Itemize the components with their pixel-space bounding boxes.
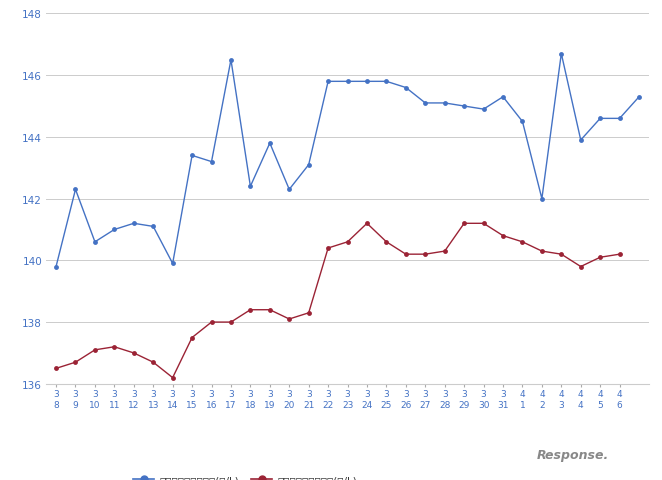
レギュラー実売価格(円/L)	[596, 255, 604, 261]
レギュラー看板価格(円/L)	[635, 95, 643, 100]
レギュラー看板価格(円/L)	[557, 51, 565, 57]
レギュラー実売価格(円/L)	[518, 240, 526, 245]
レギュラー実売価格(円/L)	[441, 249, 449, 254]
レギュラー実売価格(円/L)	[363, 221, 371, 227]
Line: レギュラー看板価格(円/L): レギュラー看板価格(円/L)	[54, 52, 641, 269]
レギュラー実売価格(円/L)	[305, 310, 312, 316]
レギュラー実売価格(円/L)	[344, 240, 352, 245]
レギュラー実売価格(円/L)	[460, 221, 468, 227]
レギュラー実売価格(円/L)	[402, 252, 410, 258]
レギュラー看板価格(円/L)	[479, 107, 487, 113]
レギュラー看板価格(円/L)	[305, 162, 312, 168]
レギュラー実売価格(円/L)	[130, 350, 138, 356]
レギュラー看板価格(円/L)	[460, 104, 468, 110]
レギュラー看板価格(円/L)	[188, 153, 196, 159]
レギュラー看板価格(円/L)	[169, 261, 177, 267]
レギュラー看板価格(円/L)	[596, 116, 604, 122]
Line: レギュラー実売価格(円/L): レギュラー実売価格(円/L)	[54, 221, 622, 380]
レギュラー看板価格(円/L)	[111, 227, 118, 233]
レギュラー看板価格(円/L)	[441, 101, 449, 107]
レギュラー看板価格(円/L)	[149, 224, 157, 230]
レギュラー実売価格(円/L)	[266, 307, 274, 313]
レギュラー実売価格(円/L)	[208, 320, 216, 325]
レギュラー看板価格(円/L)	[227, 58, 235, 63]
レギュラー実売価格(円/L)	[577, 264, 585, 270]
レギュラー実売価格(円/L)	[169, 375, 177, 381]
Text: Response.: Response.	[537, 448, 609, 461]
レギュラー実売価格(円/L)	[538, 249, 546, 254]
レギュラー実売価格(円/L)	[246, 307, 254, 313]
レギュラー看板価格(円/L)	[383, 79, 391, 85]
レギュラー実売価格(円/L)	[499, 233, 507, 239]
レギュラー実売価格(円/L)	[71, 360, 79, 365]
Legend: レギュラー看板価格(円/L), レギュラー実売価格(円/L): レギュラー看板価格(円/L), レギュラー実売価格(円/L)	[129, 471, 361, 480]
レギュラー実売価格(円/L)	[616, 252, 624, 258]
レギュラー実売価格(円/L)	[479, 221, 487, 227]
レギュラー看板価格(円/L)	[71, 187, 79, 193]
レギュラー実売価格(円/L)	[383, 240, 391, 245]
レギュラー看板価格(円/L)	[91, 240, 99, 245]
レギュラー看板価格(円/L)	[266, 141, 274, 147]
レギュラー実売価格(円/L)	[421, 252, 429, 258]
レギュラー看板価格(円/L)	[208, 159, 216, 165]
レギュラー看板価格(円/L)	[285, 187, 293, 193]
レギュラー実売価格(円/L)	[285, 316, 293, 322]
レギュラー実売価格(円/L)	[324, 246, 332, 252]
レギュラー看板価格(円/L)	[246, 184, 254, 190]
レギュラー看板価格(円/L)	[499, 95, 507, 100]
レギュラー看板価格(円/L)	[518, 120, 526, 125]
レギュラー看板価格(円/L)	[324, 79, 332, 85]
レギュラー看板価格(円/L)	[616, 116, 624, 122]
レギュラー看板価格(円/L)	[577, 138, 585, 144]
レギュラー実売価格(円/L)	[111, 344, 118, 350]
レギュラー看板価格(円/L)	[344, 79, 352, 85]
レギュラー看板価格(円/L)	[52, 264, 60, 270]
レギュラー看板価格(円/L)	[421, 101, 429, 107]
レギュラー看板価格(円/L)	[130, 221, 138, 227]
レギュラー実売価格(円/L)	[188, 335, 196, 341]
レギュラー実売価格(円/L)	[52, 366, 60, 372]
レギュラー看板価格(円/L)	[402, 85, 410, 91]
レギュラー実売価格(円/L)	[91, 347, 99, 353]
レギュラー看板価格(円/L)	[363, 79, 371, 85]
レギュラー実売価格(円/L)	[227, 320, 235, 325]
レギュラー実売価格(円/L)	[557, 252, 565, 258]
レギュラー看板価格(円/L)	[538, 196, 546, 202]
レギュラー実売価格(円/L)	[149, 360, 157, 365]
